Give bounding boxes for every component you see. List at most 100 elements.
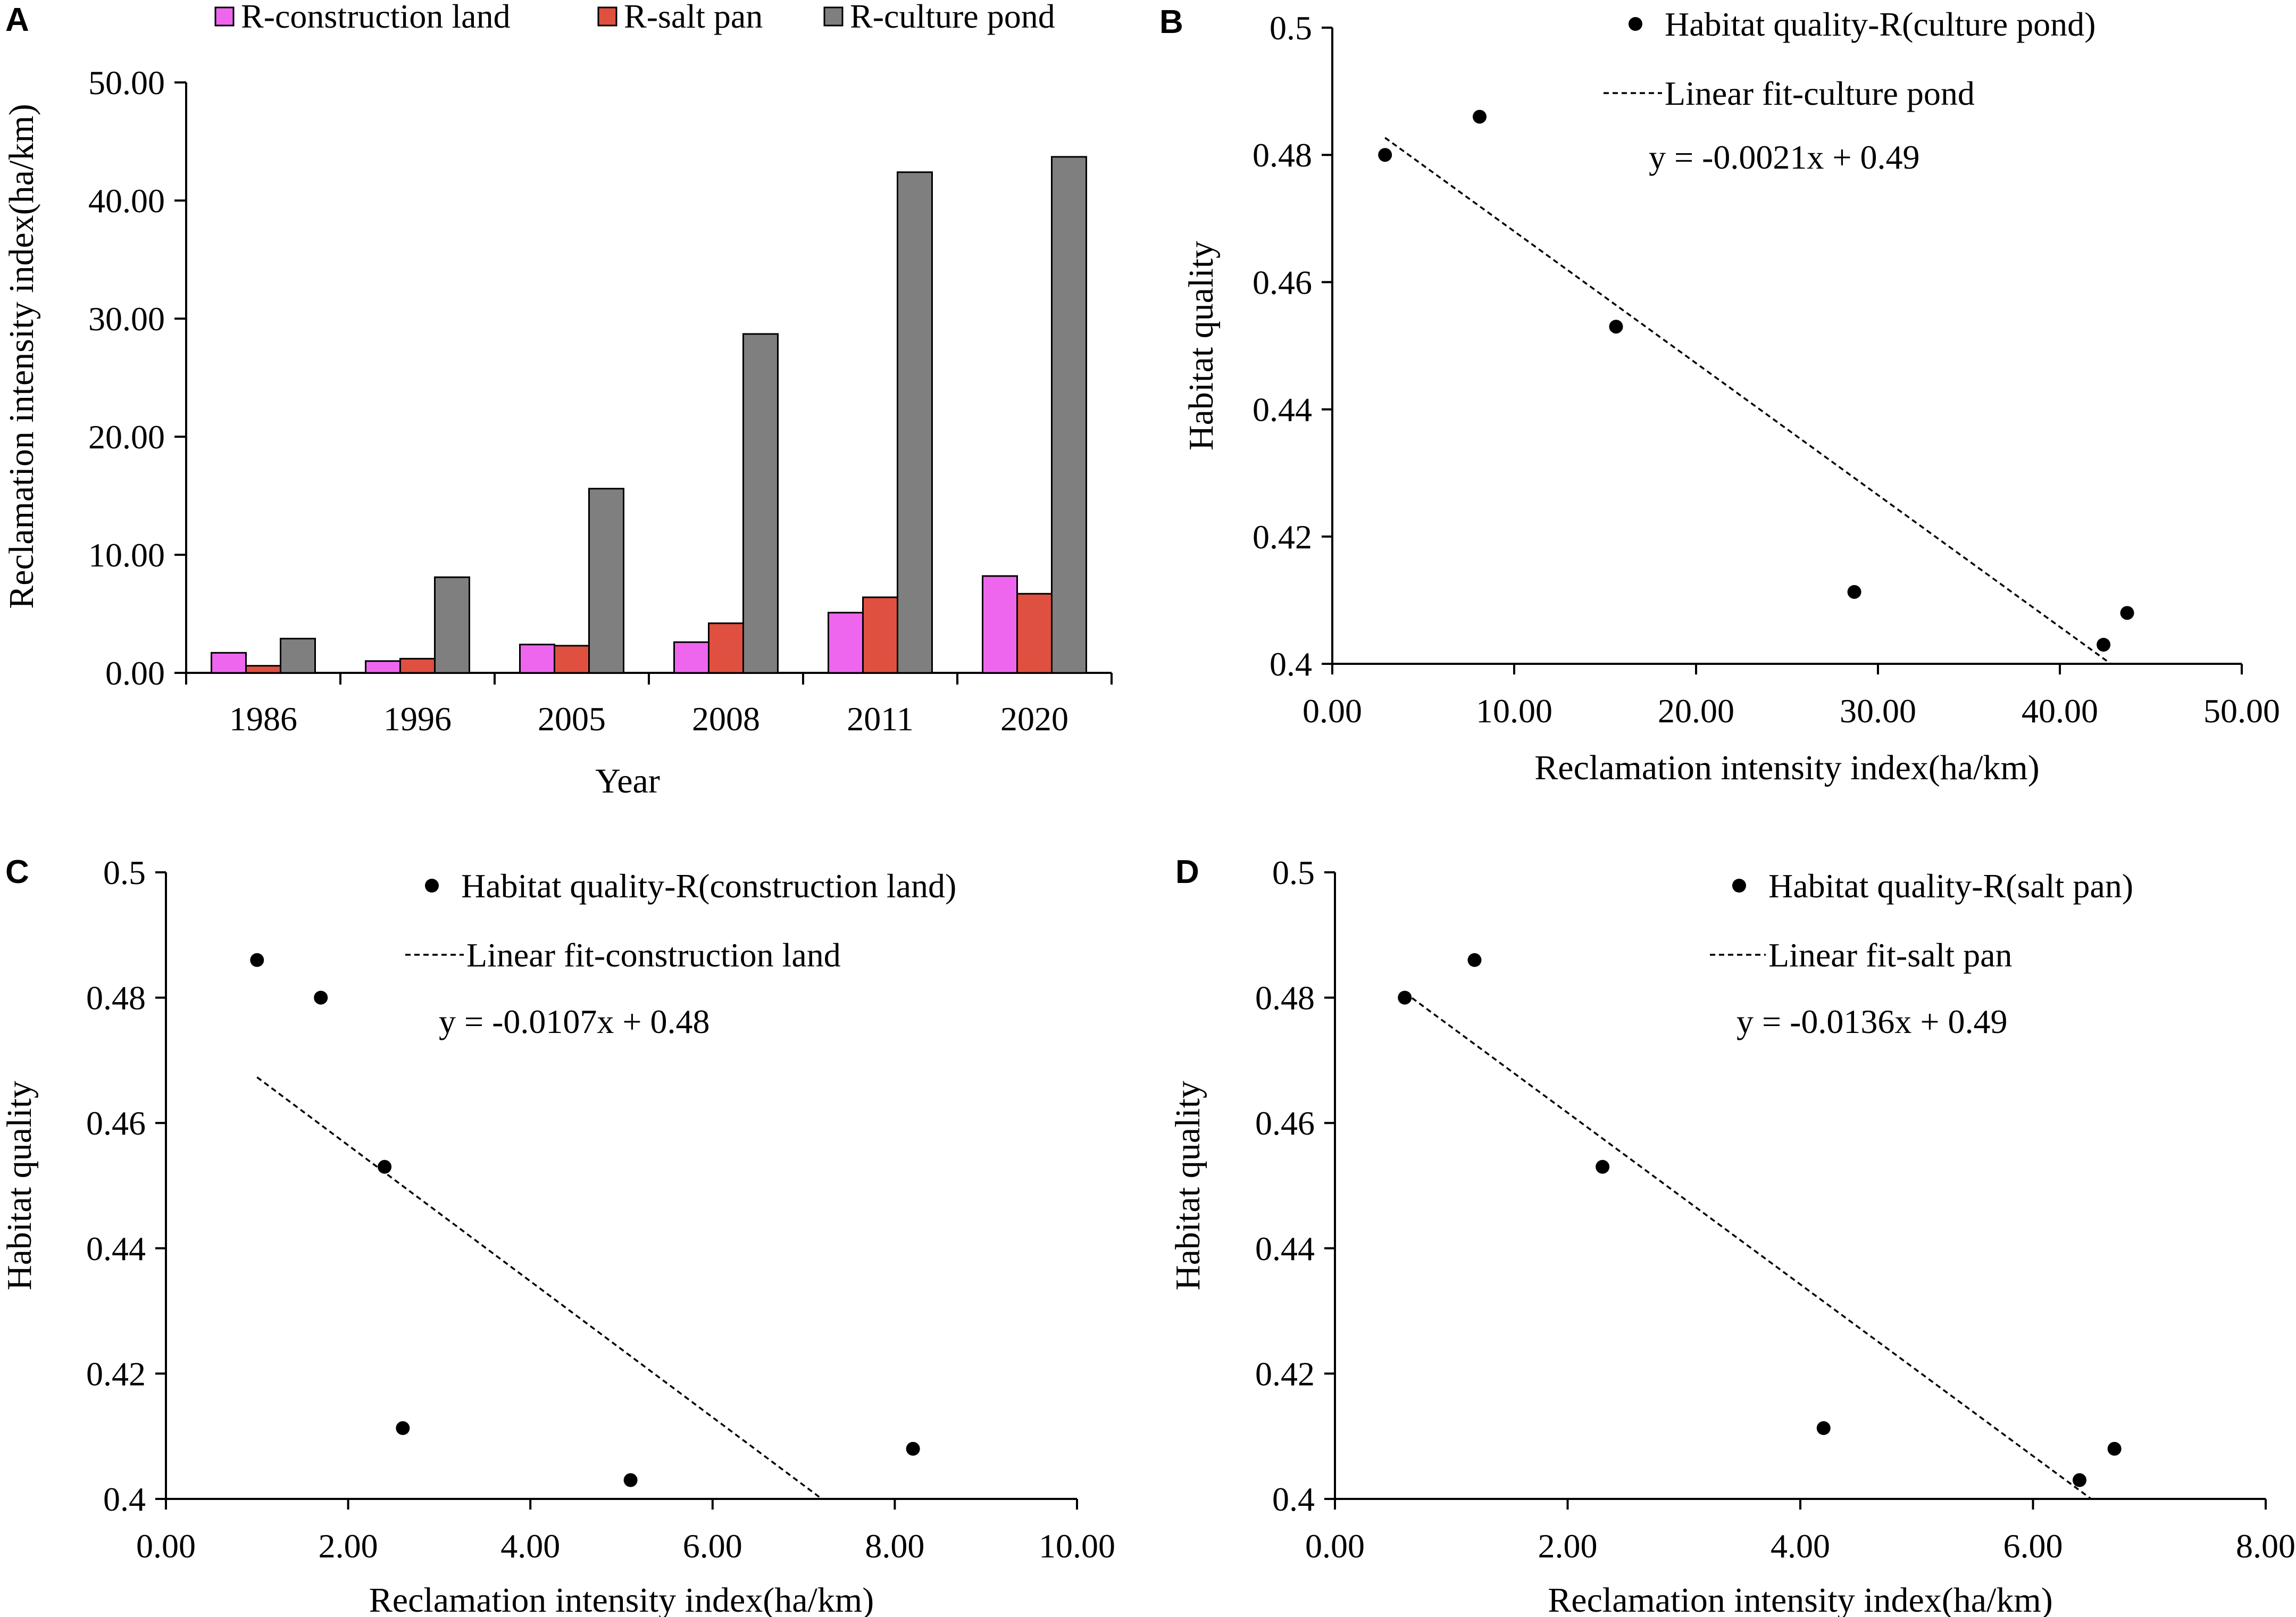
y-tick-label: 0.4 — [1270, 645, 1312, 683]
legend-points-label: Habitat quality-R(salt pan) — [1768, 867, 2133, 905]
x-tick-label: 0.00 — [1305, 1527, 1365, 1565]
x-tick-label: 0.00 — [1303, 692, 1362, 730]
x-tick-label: 8.00 — [865, 1527, 924, 1565]
y-tick-label: 0.5 — [103, 854, 146, 891]
x-tick-label: 6.00 — [683, 1527, 742, 1565]
data-point — [623, 1473, 638, 1487]
x-tick-label: 1986 — [229, 700, 297, 738]
y-tick-label: 0.4 — [1272, 1480, 1315, 1518]
y-tick-label: 0.48 — [1255, 979, 1315, 1017]
bar-r-culture-pond-2011 — [897, 171, 933, 674]
x-axis-title: Reclamation intensity index(ha/km) — [369, 1581, 874, 1617]
data-point — [1378, 148, 1392, 162]
legend-swatch — [823, 6, 844, 27]
bar-r-construction-land-1996 — [365, 660, 401, 674]
x-tick-label: 2.00 — [1538, 1527, 1598, 1565]
legend-point-marker — [1732, 879, 1746, 893]
x-tick-label: 2020 — [1000, 700, 1068, 738]
legend-fit-label: Linear fit-culture pond — [1665, 74, 1975, 112]
y-tick-label: 40.00 — [88, 182, 165, 220]
x-tick-label: 30.00 — [1840, 692, 1916, 730]
bar-r-salt-pan-2008 — [708, 622, 744, 674]
x-tick-label: 2011 — [847, 700, 914, 738]
y-tick-label: 0.4 — [103, 1480, 146, 1518]
legend-fit-label: Linear fit-salt pan — [1768, 936, 2012, 974]
y-tick-label: 30.00 — [88, 300, 165, 338]
x-tick-label: 8.00 — [2236, 1527, 2295, 1565]
bar-r-construction-land-2011 — [828, 612, 864, 674]
data-point — [1596, 1160, 1610, 1174]
data-point — [1847, 585, 1861, 599]
x-tick-label: 6.00 — [2003, 1527, 2063, 1565]
y-axis-title: Habitat quality — [1182, 241, 1221, 451]
y-tick-label: 0.42 — [1255, 1355, 1315, 1393]
panel-b-letter: B — [1159, 4, 1183, 40]
y-tick-label: 0.46 — [1255, 1104, 1315, 1142]
data-point — [1816, 1421, 1831, 1435]
y-axis-title: Reclamation intensity index(ha/km) — [2, 104, 41, 609]
bar-r-salt-pan-1996 — [399, 657, 436, 674]
data-point — [396, 1421, 410, 1435]
data-point — [906, 1441, 920, 1456]
linear-fit-line — [1404, 991, 2092, 1500]
y-axis-title: Habitat quality — [0, 1081, 39, 1290]
data-point — [1467, 953, 1482, 967]
data-point — [378, 1160, 392, 1174]
x-tick-label: 0.00 — [136, 1527, 196, 1565]
bar-r-salt-pan-2020 — [1016, 593, 1053, 674]
x-tick-label: 2.00 — [319, 1527, 378, 1565]
bar-r-culture-pond-2005 — [588, 488, 624, 674]
bar-r-culture-pond-2008 — [742, 333, 779, 674]
legend-points-label: Habitat quality-R(construction land) — [461, 867, 956, 905]
y-tick-label: 0.42 — [86, 1355, 146, 1393]
x-tick-label: 2008 — [692, 700, 760, 738]
y-tick-label: 10.00 — [88, 536, 165, 574]
x-axis-title: Reclamation intensity index(ha/km) — [1548, 1581, 2052, 1617]
legend-swatch — [597, 6, 617, 27]
data-point — [250, 953, 264, 967]
data-point — [1609, 320, 1623, 334]
linear-fit-line — [1384, 137, 2111, 665]
y-tick-label: 0.5 — [1270, 9, 1312, 47]
bar-r-salt-pan-2005 — [554, 645, 590, 674]
data-point — [2097, 638, 2111, 652]
y-tick-label: 0.44 — [1255, 1230, 1315, 1268]
y-axis-title: Habitat quality — [1168, 1081, 1207, 1290]
y-tick-label: 50.00 — [88, 64, 165, 102]
legend-points-label: Habitat quality-R(culture pond) — [1665, 5, 2095, 43]
bar-r-salt-pan-2011 — [862, 596, 898, 674]
y-tick-label: 0.48 — [86, 979, 146, 1017]
x-axis-title: Reclamation intensity index(ha/km) — [1534, 748, 2039, 787]
x-tick-label: 40.00 — [2022, 692, 2098, 730]
bar-r-culture-pond-2020 — [1051, 156, 1087, 674]
x-tick-label: 4.00 — [500, 1527, 560, 1565]
y-tick-label: 0.46 — [1253, 263, 1312, 301]
panel-c: C 0.4 0.42 0.44 0.46 0.48 0.5 0.00 2.00 4.00 6.00… — [0, 854, 1115, 1617]
panel-a-letter: A — [5, 2, 29, 38]
bar-r-construction-land-2008 — [673, 641, 709, 674]
legend-swatch — [214, 6, 235, 27]
panel-b: B 0.4 0.42 0.44 0.46 0.48 0.5 0.00 10.00 20.00 30… — [1159, 4, 2280, 787]
y-tick-label: 0.42 — [1253, 518, 1312, 556]
bar-r-salt-pan-1986 — [245, 665, 281, 674]
x-tick-label: 50.00 — [2203, 692, 2280, 730]
panel-d-letter: D — [1175, 854, 1199, 890]
x-tick-label: 2005 — [538, 700, 606, 738]
data-point — [314, 990, 328, 1005]
bar-r-culture-pond-1996 — [434, 576, 470, 674]
y-tick-label: 0.46 — [86, 1104, 146, 1142]
y-tick-label: 0.44 — [1253, 391, 1312, 429]
y-tick-label: 20.00 — [88, 418, 165, 456]
x-tick-label: 1996 — [383, 700, 452, 738]
y-tick-label: 0.44 — [86, 1230, 146, 1268]
panel-d: D 0.4 0.42 0.44 0.46 0.48 0.5 0.00 2.00 4.00 6.00… — [1168, 854, 2295, 1617]
legend-fit-label: Linear fit-construction land — [466, 936, 841, 974]
legend-point-marker — [425, 879, 439, 893]
bar-r-construction-land-2020 — [982, 575, 1018, 674]
fit-equation: y = -0.0107x + 0.48 — [439, 1003, 710, 1040]
x-tick-label: 20.00 — [1658, 692, 1734, 730]
bar-r-culture-pond-1986 — [280, 638, 316, 674]
x-tick-label: 4.00 — [1771, 1527, 1830, 1565]
